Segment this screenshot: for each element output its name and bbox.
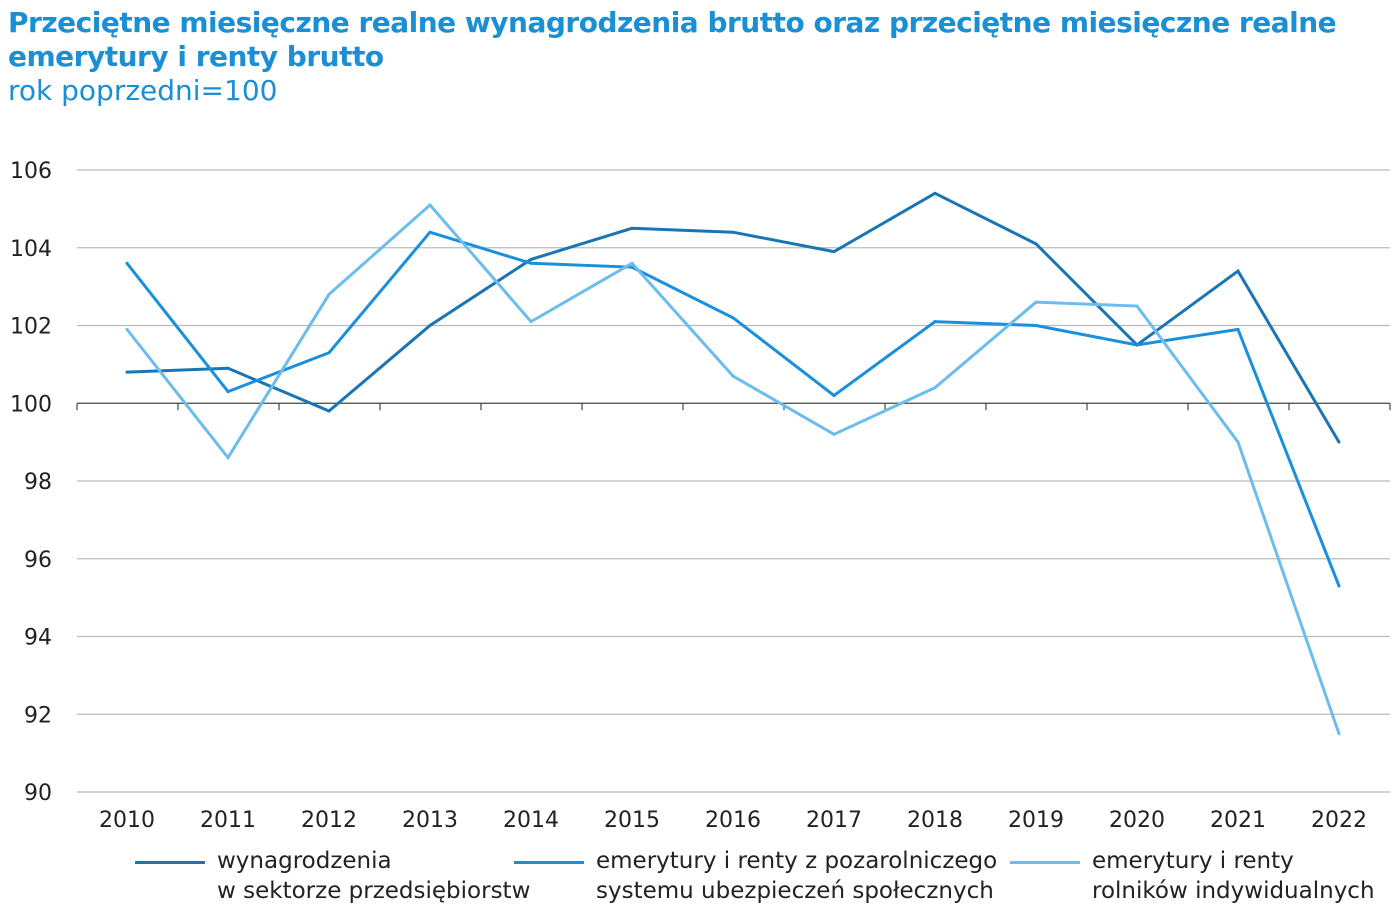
y-tick-label: 96	[24, 548, 52, 573]
data-point	[327, 351, 331, 355]
legend-swatch	[514, 861, 584, 864]
data-point	[428, 203, 432, 207]
legend-label-line: rolników indywidualnych	[1092, 878, 1375, 904]
x-tick-label: 2018	[907, 808, 963, 833]
x-tick-label: 2011	[200, 808, 256, 833]
data-point	[1337, 440, 1341, 444]
legend-item: wynagrodzenia w sektorze przedsiębiorstw	[135, 846, 530, 906]
legend-item: emerytury i renty z pozarolniczego system…	[514, 846, 997, 906]
data-point	[933, 386, 937, 390]
x-tick-label: 2021	[1210, 808, 1266, 833]
x-tick-label: 2020	[1109, 808, 1165, 833]
legend-label: wynagrodzenia w sektorze przedsiębiorstw	[217, 846, 530, 906]
data-point	[1236, 269, 1240, 273]
x-tick-label: 2014	[503, 808, 559, 833]
series-line-3	[125, 202, 1341, 735]
data-point	[630, 265, 634, 269]
data-point	[1337, 584, 1341, 588]
series-line-2	[125, 230, 1341, 587]
x-tick-label: 2016	[705, 808, 761, 833]
data-point	[1236, 327, 1240, 331]
legend-label-line: emerytury i renty	[1092, 848, 1294, 874]
data-point	[1034, 242, 1038, 246]
legend-label-line: w sektorze przedsiębiorstw	[217, 878, 531, 904]
y-tick-label: 106	[10, 159, 52, 184]
legend-label-line: systemu ubezpieczeń społecznych	[596, 878, 994, 904]
data-point	[1034, 324, 1038, 327]
y-tick-label: 92	[24, 703, 52, 728]
x-tick-label: 2012	[301, 808, 357, 833]
legend-swatch	[1010, 861, 1080, 864]
data-point	[529, 261, 533, 265]
data-point	[1135, 304, 1139, 308]
y-tick-label: 104	[10, 237, 52, 262]
legend-swatch	[135, 861, 205, 864]
data-point	[731, 374, 735, 378]
data-point	[933, 191, 937, 195]
legend-label-line: wynagrodzenia	[217, 848, 392, 874]
legend-label: emerytury i renty z pozarolniczego system…	[596, 846, 997, 906]
data-point	[327, 409, 331, 413]
y-tick-label: 98	[24, 470, 52, 495]
y-tick-label: 100	[10, 392, 52, 417]
data-point	[832, 432, 836, 436]
data-point	[1034, 300, 1038, 304]
data-point	[125, 370, 129, 374]
data-point	[226, 390, 230, 394]
chart-subtitle: rok poprzedni=100	[8, 74, 278, 107]
legend-label-line: emerytury i renty z pozarolniczego	[596, 848, 998, 874]
y-tick-label: 94	[24, 626, 52, 651]
data-point	[630, 261, 634, 265]
data-point	[125, 261, 129, 265]
x-tick-label: 2015	[604, 808, 660, 833]
data-point	[630, 226, 634, 230]
chart-title: Przeciętne miesięczne realne wynagrodzen…	[8, 6, 1337, 73]
y-tick-label: 90	[24, 781, 52, 806]
data-point	[1337, 732, 1341, 736]
y-tick-label: 102	[10, 315, 52, 340]
data-point	[125, 327, 129, 331]
legend-item: emerytury i renty rolników indywidualnych	[1010, 846, 1375, 906]
data-point	[529, 257, 533, 261]
data-point	[428, 324, 432, 327]
data-point	[731, 230, 735, 234]
data-point	[226, 366, 230, 370]
x-tick-label: 2022	[1311, 808, 1367, 833]
x-tick-label: 2010	[99, 808, 155, 833]
data-point	[832, 393, 836, 397]
data-point	[1236, 440, 1240, 444]
data-point	[832, 250, 836, 254]
data-point	[1135, 343, 1139, 347]
x-tick-label: 2017	[806, 808, 862, 833]
data-point	[327, 292, 331, 296]
legend-label: emerytury i renty rolników indywidualnych	[1092, 846, 1375, 906]
data-point	[226, 456, 230, 460]
data-point	[529, 320, 533, 324]
x-tick-label: 2013	[402, 808, 458, 833]
data-point	[933, 320, 937, 324]
data-point	[428, 230, 432, 234]
data-point	[731, 316, 735, 320]
x-tick-label: 2019	[1008, 808, 1064, 833]
